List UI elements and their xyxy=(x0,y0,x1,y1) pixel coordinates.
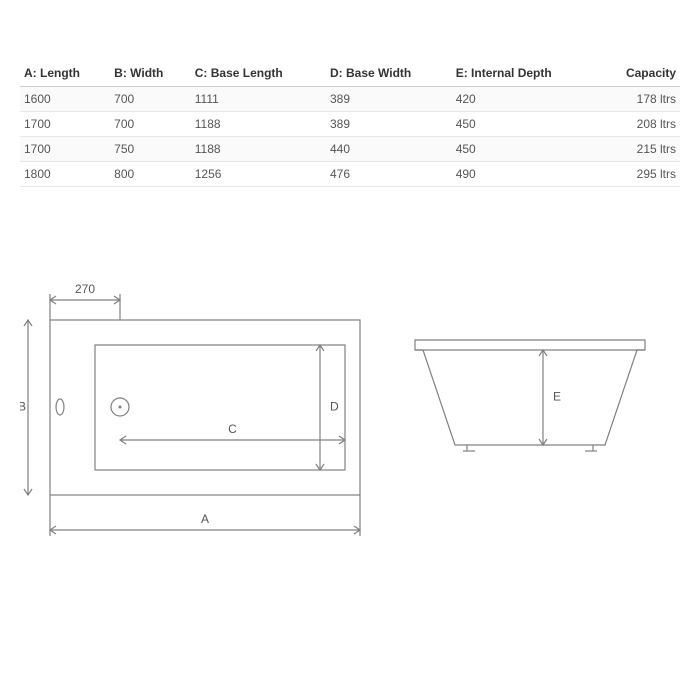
cell-base-width: 389 xyxy=(326,112,452,137)
technical-drawings: 270 A B C D E xyxy=(20,280,680,580)
col-width: B: Width xyxy=(110,60,191,87)
cell-base-length: 1111 xyxy=(191,87,326,112)
cell-width: 800 xyxy=(110,162,191,187)
col-capacity: Capacity xyxy=(598,60,680,87)
drawing-svg: 270 A B C D E xyxy=(20,280,680,580)
cell-capacity: 215 ltrs xyxy=(598,137,680,162)
col-base-length: C: Base Length xyxy=(191,60,326,87)
table-row: 1800 800 1256 476 490 295 ltrs xyxy=(20,162,680,187)
cell-capacity: 178 ltrs xyxy=(598,87,680,112)
cell-capacity: 208 ltrs xyxy=(598,112,680,137)
table-row: 1600 700 1111 389 420 178 ltrs xyxy=(20,87,680,112)
svg-text:E: E xyxy=(553,390,561,404)
svg-text:C: C xyxy=(228,422,237,436)
svg-text:B: B xyxy=(20,400,26,414)
cell-length: 1800 xyxy=(20,162,110,187)
cell-length: 1600 xyxy=(20,87,110,112)
col-length: A: Length xyxy=(20,60,110,87)
col-internal-depth: E: Internal Depth xyxy=(452,60,599,87)
col-base-width: D: Base Width xyxy=(326,60,452,87)
cell-width: 700 xyxy=(110,87,191,112)
dimensions-table: A: Length B: Width C: Base Length D: Bas… xyxy=(20,60,680,187)
cell-base-width: 440 xyxy=(326,137,452,162)
table-row: 1700 700 1188 389 450 208 ltrs xyxy=(20,112,680,137)
cell-base-length: 1188 xyxy=(191,112,326,137)
table-row: 1700 750 1188 440 450 215 ltrs xyxy=(20,137,680,162)
cell-width: 700 xyxy=(110,112,191,137)
cell-base-width: 389 xyxy=(326,87,452,112)
cell-base-length: 1188 xyxy=(191,137,326,162)
svg-text:D: D xyxy=(330,400,339,414)
table-header-row: A: Length B: Width C: Base Length D: Bas… xyxy=(20,60,680,87)
cell-depth: 450 xyxy=(452,137,599,162)
cell-depth: 490 xyxy=(452,162,599,187)
svg-text:A: A xyxy=(201,512,209,526)
cell-width: 750 xyxy=(110,137,191,162)
svg-text:270: 270 xyxy=(75,282,95,296)
cell-base-width: 476 xyxy=(326,162,452,187)
cell-depth: 450 xyxy=(452,112,599,137)
cell-length: 1700 xyxy=(20,137,110,162)
cell-capacity: 295 ltrs xyxy=(598,162,680,187)
cell-depth: 420 xyxy=(452,87,599,112)
cell-base-length: 1256 xyxy=(191,162,326,187)
cell-length: 1700 xyxy=(20,112,110,137)
spec-sheet: A: Length B: Width C: Base Length D: Bas… xyxy=(0,0,700,700)
